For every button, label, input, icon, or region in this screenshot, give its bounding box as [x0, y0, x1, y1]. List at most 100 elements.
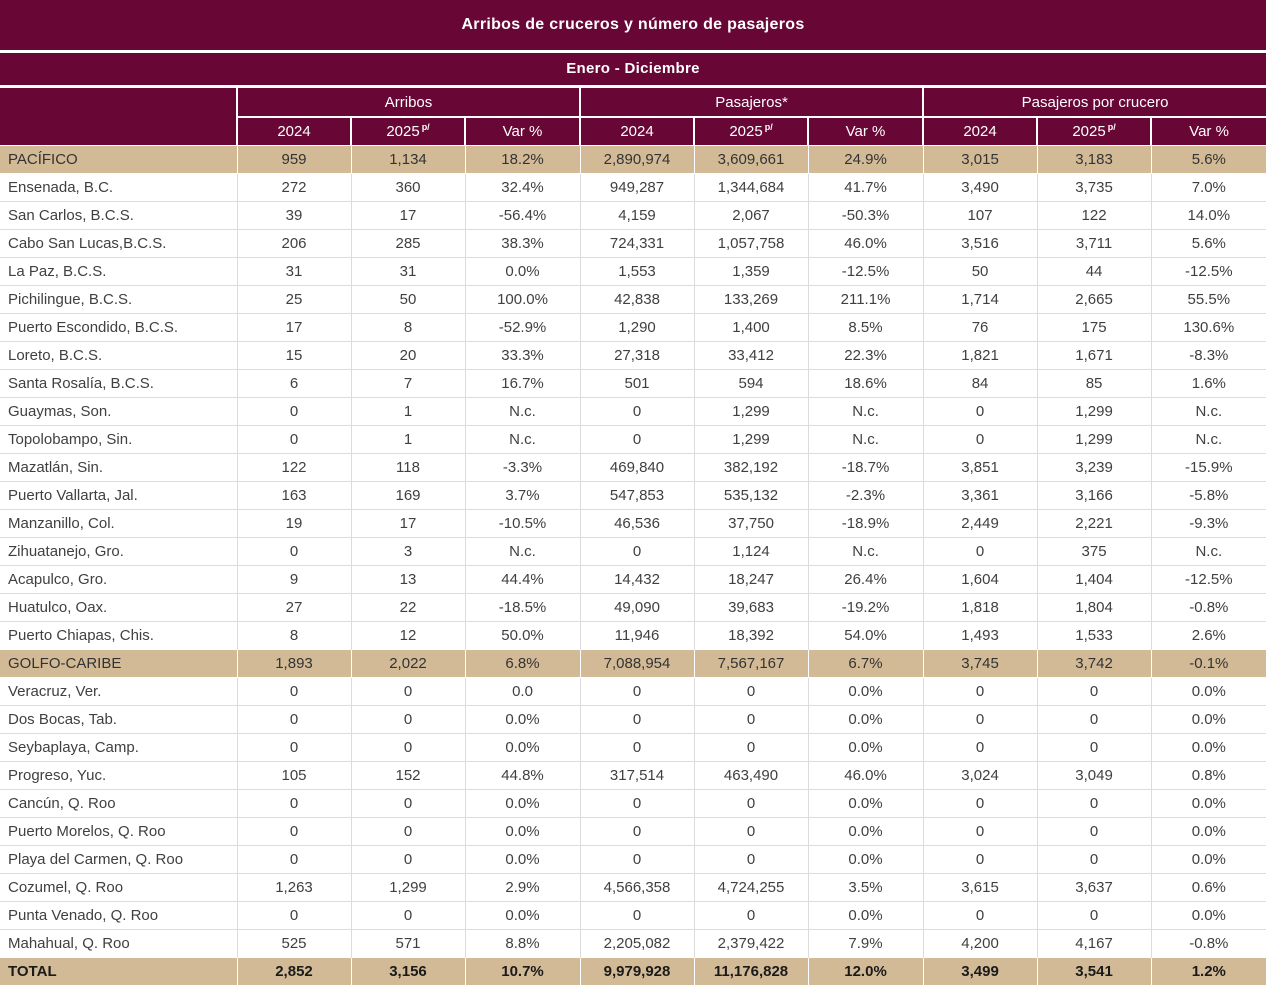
cell-value: 0: [1036, 900, 1152, 929]
cell-value: 2,221: [1036, 508, 1152, 537]
cell-value: 100.0%: [464, 284, 581, 313]
cell-value: 0: [350, 816, 465, 845]
cell-value: 4,566,358: [579, 872, 695, 901]
cell-value: 26.4%: [807, 564, 924, 593]
cell-value: 3,490: [922, 172, 1038, 201]
table-row: Huatulco, Oax. 27 22 -18.5% 49,090 39,683 -19.…: [0, 592, 1266, 621]
cell-value: 7,088,954: [579, 648, 695, 678]
preliminary-note-superscript: p/: [764, 122, 773, 133]
cell-value: 2,022: [350, 648, 465, 678]
cell-value: 8: [350, 312, 465, 341]
cell-value: 50: [350, 284, 465, 313]
cell-value: 317,514: [579, 760, 695, 789]
cell-value: 12.0%: [807, 956, 924, 986]
cell-value: 46,536: [579, 508, 695, 537]
cell-value: 1,057,758: [693, 228, 809, 257]
cell-value: 0: [350, 704, 465, 733]
cell-value: 54.0%: [807, 620, 924, 649]
cell-value: 3,711: [1036, 228, 1152, 257]
cell-value: 1,299: [693, 424, 809, 453]
cell-value: 1,818: [922, 592, 1038, 621]
port-name: Santa Rosalía, B.C.S.: [0, 368, 237, 397]
cell-value: 3,516: [922, 228, 1038, 257]
cell-value: 360: [350, 172, 465, 201]
cell-value: 0: [579, 536, 695, 565]
cell-value: 38.3%: [464, 228, 581, 257]
table-row: Veracruz, Ver. 0 0 0.0 0 0 0.0% 0 0 0.0%: [0, 676, 1266, 705]
table-row: La Paz, B.C.S. 31 31 0.0% 1,553 1,359 -12.5% 50…: [0, 256, 1266, 285]
cell-value: 3,745: [922, 648, 1038, 678]
cell-value: 0: [350, 676, 465, 705]
cell-value: 17: [236, 312, 351, 341]
cell-value: 11,946: [579, 620, 695, 649]
preliminary-note-superscript: p/: [421, 122, 430, 133]
cell-value: 0: [579, 424, 695, 453]
cell-value: 0: [236, 676, 351, 705]
cell-value: -2.3%: [807, 480, 924, 509]
cell-value: 0.0%: [464, 704, 581, 733]
total-row: TOTAL 2,852 3,156 10.7% 9,979,928 11,176,828 1…: [0, 956, 1266, 986]
table-row: Cozumel, Q. Roo 1,263 1,299 2.9% 4,566,358 4,…: [0, 872, 1266, 901]
cell-value: 1,299: [1036, 396, 1152, 425]
cell-value: -15.9%: [1150, 452, 1266, 481]
cell-value: 39,683: [693, 592, 809, 621]
cell-value: 0.0%: [807, 676, 924, 705]
cell-value: 27: [236, 592, 351, 621]
cell-value: 32.4%: [464, 172, 581, 201]
cell-value: 84: [922, 368, 1038, 397]
cell-value: 1,344,684: [693, 172, 809, 201]
cell-value: 15: [236, 340, 351, 369]
cell-value: 724,331: [579, 228, 695, 257]
corner-cell: [0, 88, 237, 145]
cell-value: 285: [350, 228, 465, 257]
cell-value: N.c.: [464, 396, 581, 425]
cell-value: -5.8%: [1150, 480, 1266, 509]
table-row: Seybaplaya, Camp. 0 0 0.0% 0 0 0.0% 0 0 0.0%: [0, 732, 1266, 761]
cell-value: 0: [922, 844, 1038, 873]
cell-value: 46.0%: [807, 760, 924, 789]
cell-value: 1.6%: [1150, 368, 1266, 397]
cell-value: 7.9%: [807, 928, 924, 957]
cell-value: 0.0%: [464, 844, 581, 873]
cell-value: -12.5%: [1150, 256, 1266, 285]
cell-value: 6.7%: [807, 648, 924, 678]
table-row: Acapulco, Gro. 9 13 44.4% 14,432 18,247 26.4% 1…: [0, 564, 1266, 593]
table-row: Progreso, Yuc. 105 152 44.8% 317,514 463,490 4…: [0, 760, 1266, 789]
cell-value: 49,090: [579, 592, 695, 621]
cell-value: 3,609,661: [693, 144, 809, 174]
cell-value: 1,290: [579, 312, 695, 341]
cell-value: -0.8%: [1150, 592, 1266, 621]
section-row: PACÍFICO 959 1,134 18.2% 2,890,974 3,609,661 2…: [0, 144, 1266, 174]
port-name: Cancún, Q. Roo: [0, 788, 237, 817]
cell-value: 18,392: [693, 620, 809, 649]
cell-value: 7.0%: [1150, 172, 1266, 201]
cell-value: 6: [236, 368, 351, 397]
cell-value: 17: [350, 200, 465, 229]
cell-value: 1: [350, 396, 465, 425]
port-name: Zihuatanejo, Gro.: [0, 536, 237, 565]
port-name: TOTAL: [0, 956, 237, 986]
cell-value: 0: [693, 788, 809, 817]
cell-value: 1,714: [922, 284, 1038, 313]
cell-value: 0.0%: [1150, 788, 1266, 817]
cell-value: 0: [579, 732, 695, 761]
cell-value: 959: [236, 144, 351, 174]
port-name: Dos Bocas, Tab.: [0, 704, 237, 733]
cell-value: 76: [922, 312, 1038, 341]
cell-value: 1,134: [350, 144, 465, 174]
cell-value: 469,840: [579, 452, 695, 481]
cell-value: 0: [922, 788, 1038, 817]
cell-value: 122: [236, 452, 351, 481]
table-row: Pichilingue, B.C.S. 25 50 100.0% 42,838 133,2…: [0, 284, 1266, 313]
cell-value: 3,049: [1036, 760, 1152, 789]
table-row: Guaymas, Son. 0 1 N.c. 0 1,299 N.c. 0 1,299 N.c.: [0, 396, 1266, 425]
cell-value: 33,412: [693, 340, 809, 369]
cell-value: 0: [579, 816, 695, 845]
cell-value: 2,067: [693, 200, 809, 229]
port-name: Ensenada, B.C.: [0, 172, 237, 201]
cell-value: 9,979,928: [579, 956, 695, 986]
cell-value: -50.3%: [807, 200, 924, 229]
port-name: Mahahual, Q. Roo: [0, 928, 237, 957]
cell-value: 17: [350, 508, 465, 537]
cell-value: 1,604: [922, 564, 1038, 593]
